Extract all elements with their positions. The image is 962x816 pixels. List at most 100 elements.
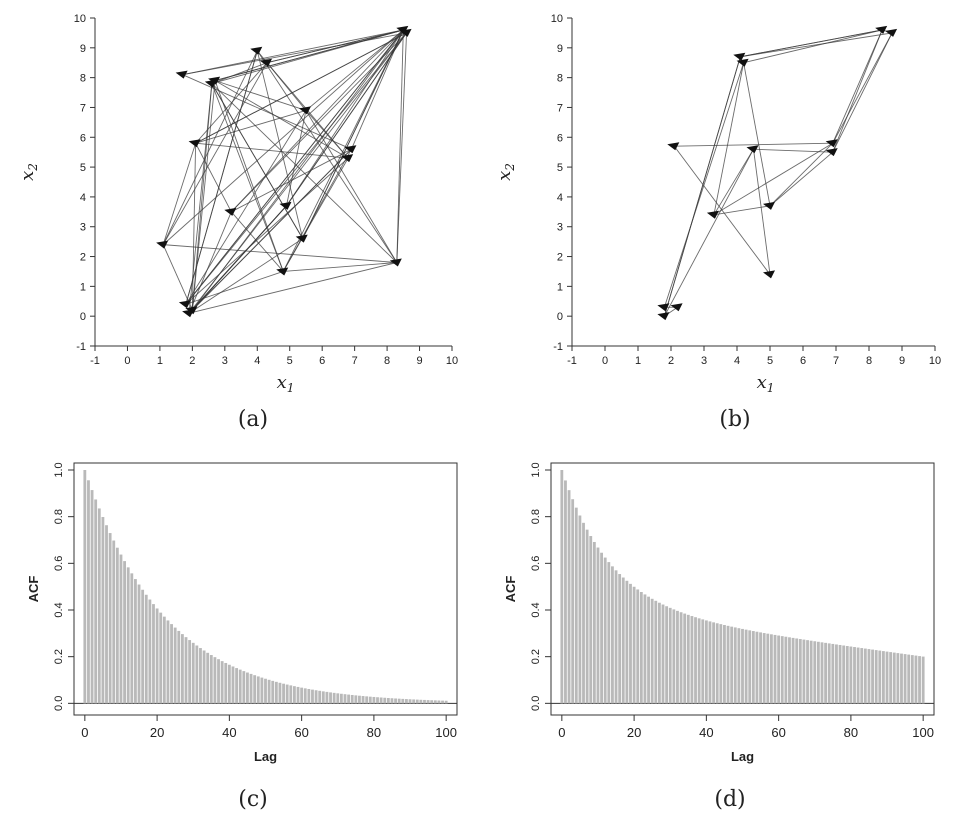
acf-bar — [159, 612, 163, 704]
y-tick-label: 0.0 — [530, 696, 542, 711]
x-tick-label: 3 — [222, 355, 228, 367]
acf-bar — [755, 631, 759, 704]
acf-bar — [759, 632, 762, 704]
y-tick-label: 0.2 — [530, 649, 542, 664]
acf-bar — [87, 480, 90, 704]
acf-bar — [141, 589, 145, 704]
x-axis-label: Lag — [254, 749, 277, 764]
data-point — [224, 207, 237, 216]
acf-bar — [694, 617, 697, 704]
y-tick-label: 0.4 — [53, 602, 65, 617]
acf-bar — [419, 699, 423, 704]
acf-bar — [433, 700, 437, 704]
plot-frame — [73, 462, 458, 716]
y-tick-label: -1 — [76, 341, 86, 353]
trajectory-segment — [743, 62, 771, 206]
trajectory-segment — [162, 244, 193, 311]
acf-bar — [220, 661, 224, 704]
x-tick-label: 4 — [254, 355, 260, 367]
y-tick-label: 3 — [80, 222, 86, 234]
acf-bar — [636, 589, 640, 704]
trajectory-segment — [185, 157, 349, 305]
y-tick-label: 4 — [557, 192, 563, 204]
acf-bar — [376, 697, 379, 704]
acf-bar — [271, 680, 275, 704]
acf-bar — [423, 699, 426, 704]
x-tick-label: 100 — [912, 725, 934, 740]
trajectory-segment — [832, 29, 883, 144]
acf-bar — [408, 699, 412, 704]
y-axis-label: x2 — [17, 163, 40, 181]
acf-bar — [618, 574, 622, 704]
acf-bar — [683, 613, 687, 704]
acf-bar — [358, 695, 361, 704]
acf-bar — [94, 499, 98, 704]
x-tick-label: 8 — [866, 355, 872, 367]
acf-bar — [260, 677, 264, 704]
y-tick-label: 2 — [80, 252, 86, 264]
trajectory-segment — [286, 110, 307, 206]
x-tick-label: 20 — [627, 725, 641, 740]
acf-bar — [813, 641, 817, 704]
y-tick-label: 0.6 — [530, 556, 542, 571]
acf-bar — [390, 698, 394, 704]
x-tick-label: 1 — [635, 355, 641, 367]
acf-bar — [574, 507, 578, 704]
acf-bar — [246, 672, 249, 704]
acf-bar — [329, 692, 332, 704]
acf-bar — [679, 612, 683, 704]
y-tick-label: 7 — [80, 102, 86, 114]
acf-bar — [224, 662, 228, 704]
trajectory-segment — [195, 143, 232, 213]
trajectory-segment — [832, 29, 883, 153]
acf-bar — [690, 616, 694, 704]
acf-bar — [733, 627, 737, 704]
data-point — [763, 270, 775, 279]
trajectory-segment — [211, 83, 398, 263]
trajectory-segment — [230, 32, 407, 213]
acf-bar — [177, 630, 181, 704]
x-tick-label: 3 — [701, 355, 707, 367]
trajectory-segment — [162, 143, 197, 245]
acf-bar — [184, 637, 188, 704]
acf-bar — [321, 691, 325, 704]
acf-bar — [105, 525, 108, 704]
x-tick-label: 9 — [899, 355, 905, 367]
x-axis-label: Lag — [731, 749, 754, 764]
trajectory-segment — [396, 32, 408, 263]
trajectory-segment — [674, 142, 833, 147]
y-tick-label: 0.8 — [530, 509, 542, 524]
data-point — [825, 139, 838, 148]
acf-bar — [339, 693, 343, 704]
data-point — [657, 312, 670, 321]
y-tick-label: 1.0 — [53, 462, 65, 477]
y-tick-label: 0.2 — [53, 649, 65, 664]
acf-bar — [560, 470, 564, 704]
acf-bar — [123, 561, 126, 704]
x-tick-label: 10 — [446, 355, 458, 367]
acf-bar — [253, 675, 257, 704]
y-tick-label: 8 — [80, 73, 86, 85]
acf-bar — [415, 699, 419, 704]
trajectory-segment — [188, 211, 232, 314]
trajectory-segment — [214, 80, 307, 111]
x-tick-label: 60 — [294, 725, 308, 740]
acf-bar — [914, 655, 918, 704]
y-tick-label: 8 — [557, 73, 563, 85]
trajectory-segment — [211, 62, 268, 85]
trajectory-segment — [185, 110, 307, 305]
y-tick-label: 5 — [557, 162, 563, 174]
acf-bar — [300, 687, 304, 704]
acf-bar — [332, 692, 336, 704]
data-point — [733, 52, 746, 61]
acf-bar — [231, 666, 235, 704]
acf-bar — [318, 690, 322, 704]
trajectory-segment — [182, 32, 407, 76]
acf-bar — [347, 694, 351, 704]
acf-bar — [918, 656, 921, 704]
acf-bar — [155, 608, 159, 704]
acf-bar — [903, 654, 907, 704]
trajectory-segment — [195, 142, 349, 159]
acf-bar — [827, 643, 831, 704]
